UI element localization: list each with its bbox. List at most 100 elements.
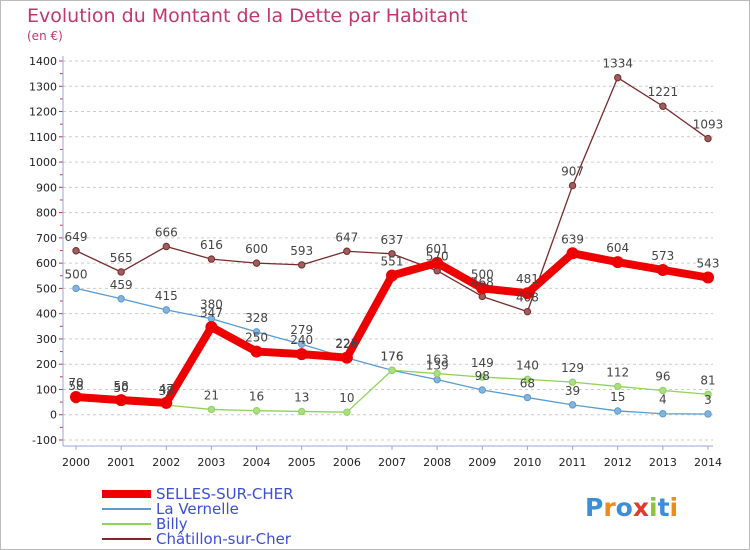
x-tick-label: 2011 — [559, 456, 587, 469]
y-tick-label: -100 — [32, 434, 57, 447]
data-point-selles-sur-cher — [340, 351, 353, 364]
data-label-selles-sur-cher: 573 — [651, 249, 674, 263]
data-label-chatillon-sur-cher: 600 — [245, 242, 268, 256]
data-label-la-vernelle: 15 — [610, 390, 625, 404]
data-point-billy — [478, 373, 486, 381]
data-point-chatillon-sur-cher — [523, 307, 532, 316]
y-tick-label: 0 — [50, 409, 57, 422]
data-point-billy — [252, 406, 261, 415]
y-tick-label: 400 — [36, 308, 57, 321]
data-point-la-vernelle — [704, 410, 712, 418]
x-tick-label: 2013 — [649, 456, 677, 469]
x-tick-label: 2010 — [513, 456, 541, 469]
data-point-la-vernelle — [117, 295, 125, 303]
x-tick-label: 2006 — [333, 456, 361, 469]
data-label-la-vernelle: 68 — [520, 377, 535, 391]
data-point-billy — [704, 390, 712, 398]
data-point-la-vernelle — [72, 284, 80, 293]
data-point-selles-sur-cher — [205, 321, 218, 334]
data-label-chatillon-sur-cher: 1093 — [693, 118, 724, 132]
data-label-selles-sur-cher: 58 — [114, 379, 129, 393]
data-point-la-vernelle — [252, 328, 261, 336]
data-label-billy: 163 — [426, 353, 449, 367]
legend-label-chatillon-sur-cher: Châtillon-sur-Cher — [156, 530, 292, 548]
y-tick-label: 500 — [36, 282, 57, 295]
data-label-billy: 149 — [471, 356, 494, 370]
data-label-selles-sur-cher: 250 — [245, 331, 268, 345]
data-label-selles-sur-cher: 47 — [159, 382, 174, 396]
data-point-la-vernelle — [162, 306, 170, 314]
logo-letter-o: o — [616, 493, 633, 522]
data-label-la-vernelle: 328 — [245, 311, 268, 325]
data-label-billy: 96 — [655, 369, 670, 383]
data-point-chatillon-sur-cher — [252, 259, 261, 267]
data-point-chatillon-sur-cher — [117, 268, 125, 276]
data-label-chatillon-sur-cher: 468 — [471, 275, 494, 289]
data-label-selles-sur-cher: 70 — [68, 376, 83, 390]
data-label-selles-sur-cher: 639 — [561, 232, 584, 246]
chart-title: Evolution du Montant de la Dette par Hab… — [27, 5, 468, 27]
y-tick-label: 1400 — [29, 55, 57, 68]
x-tick-label: 2009 — [468, 456, 496, 469]
data-label-chatillon-sur-cher: 408 — [516, 291, 539, 305]
data-label-selles-sur-cher: 500 — [471, 267, 494, 281]
data-point-billy — [568, 378, 577, 386]
y-tick-label: 100 — [36, 383, 57, 396]
data-label-la-vernelle: 98 — [475, 369, 490, 383]
data-label-selles-sur-cher: 481 — [516, 272, 539, 286]
y-tick-label: 800 — [36, 207, 57, 220]
data-point-selles-sur-cher — [160, 396, 173, 409]
x-tick-label: 2000 — [62, 456, 90, 469]
data-label-selles-sur-cher: 543 — [697, 257, 720, 271]
data-point-chatillon-sur-cher — [298, 261, 306, 269]
data-label-chatillon-sur-cher: 647 — [335, 230, 358, 244]
data-label-billy: 81 — [700, 373, 715, 387]
x-tick-label: 2004 — [243, 456, 271, 469]
x-tick-label: 2014 — [694, 456, 722, 469]
y-tick-label: 1000 — [29, 156, 57, 169]
data-label-la-vernelle: 3 — [704, 393, 712, 407]
legend-label-selles-sur-cher: SELLES-SUR-CHER — [156, 485, 294, 503]
x-tick-label: 2001 — [107, 456, 135, 469]
data-point-chatillon-sur-cher — [388, 250, 396, 258]
data-point-billy — [298, 407, 306, 416]
data-point-la-vernelle — [523, 393, 532, 402]
data-label-chatillon-sur-cher: 637 — [381, 233, 404, 247]
logo-letter-i: i — [649, 493, 658, 522]
data-label-billy: 50 — [114, 381, 129, 395]
data-point-chatillon-sur-cher — [614, 73, 622, 82]
y-tick-label: 1100 — [29, 131, 57, 144]
data-label-selles-sur-cher: 240 — [290, 333, 313, 347]
data-point-selles-sur-cher — [115, 394, 128, 407]
data-label-billy: 176 — [381, 349, 404, 363]
data-label-selles-sur-cher: 226 — [335, 337, 358, 351]
data-label-la-vernelle: 380 — [200, 298, 223, 312]
data-label-la-vernelle: 39 — [565, 384, 580, 398]
data-point-billy — [659, 386, 667, 395]
data-point-selles-sur-cher — [386, 269, 398, 282]
y-tick-label: 200 — [36, 358, 57, 371]
x-tick-label: 2002 — [152, 456, 180, 469]
data-point-selles-sur-cher — [656, 263, 669, 276]
data-point-billy — [343, 408, 351, 416]
data-label-billy: 10 — [339, 391, 354, 405]
data-point-selles-sur-cher — [70, 391, 82, 404]
data-point-la-vernelle — [433, 375, 441, 384]
data-label-chatillon-sur-cher: 616 — [200, 238, 223, 252]
x-tick-label: 2005 — [288, 456, 316, 469]
data-label-la-vernelle: 139 — [426, 359, 449, 373]
data-label-billy: 38 — [159, 384, 174, 398]
y-tick-label: 1200 — [29, 106, 57, 119]
data-label-la-vernelle: 279 — [290, 323, 313, 337]
data-point-selles-sur-cher — [611, 256, 624, 269]
x-tick-label: 2003 — [197, 456, 225, 469]
data-point-chatillon-sur-cher — [659, 102, 667, 110]
svg-text:Proxiti: Proxiti — [585, 493, 678, 522]
data-label-la-vernelle: 500 — [65, 267, 88, 281]
y-tick-label: 1300 — [29, 80, 57, 93]
chart-unit-label: (en €) — [27, 29, 63, 43]
data-label-selles-sur-cher: 347 — [200, 306, 223, 320]
data-point-chatillon-sur-cher — [162, 242, 170, 251]
